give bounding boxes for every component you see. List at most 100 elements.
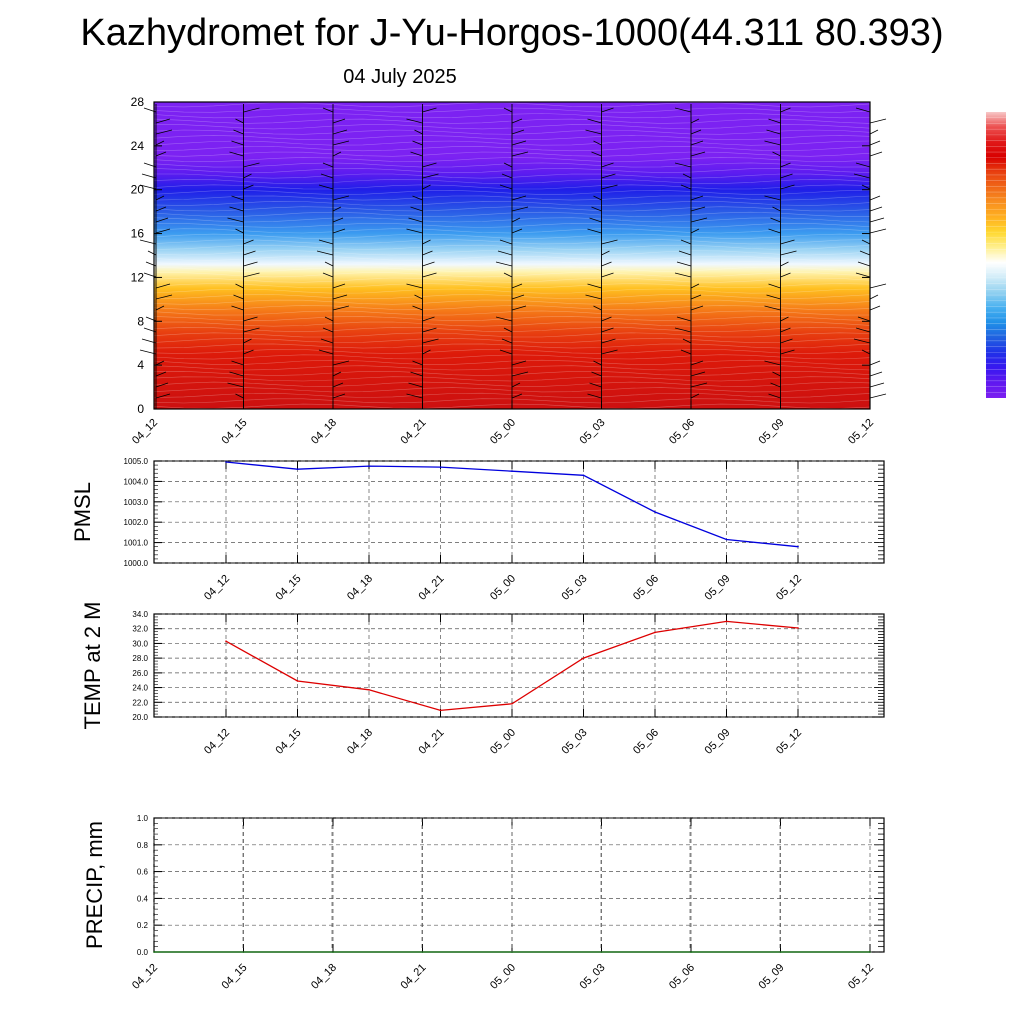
- barb-flag: [511, 151, 529, 157]
- pmsl-panel: 1000.0 1001.0 1002.0 1003.0 1004.0 1005.0 04_1…: [70, 457, 885, 603]
- barb-flag: [322, 162, 334, 168]
- y-tick-label: 0.6: [137, 868, 149, 877]
- barb-flag: [231, 195, 244, 201]
- barb-flag: [511, 393, 523, 399]
- barb-flag: [764, 140, 781, 146]
- series-point: [725, 538, 728, 541]
- heatmap-x-tick-label: 05_09: [757, 417, 787, 447]
- barb-flag: [676, 261, 692, 267]
- x-tick-label: 05_09: [703, 573, 733, 603]
- barb-flag: [147, 250, 157, 256]
- barb-flag: [495, 261, 513, 267]
- x-tick-label: 05_06: [631, 727, 661, 757]
- barb-flag: [674, 327, 692, 333]
- heatmap-x-tick-label: 04_12: [130, 417, 160, 447]
- barb-flag: [243, 250, 256, 256]
- barb-flag: [601, 173, 616, 179]
- barb-flag: [408, 382, 423, 388]
- x-tick-label: 04_15: [274, 727, 304, 757]
- barb-flag: [243, 327, 260, 333]
- barb-flag: [869, 371, 883, 377]
- y-tick-label: 1.0: [137, 814, 149, 823]
- barb-flag: [155, 360, 165, 366]
- barb-flag: [332, 360, 350, 366]
- barb-flag: [422, 261, 435, 267]
- barb-flag: [235, 118, 244, 124]
- barb-flag: [690, 228, 700, 234]
- heatmap-x-tick-label: 05_06: [667, 417, 697, 447]
- x-tick-label: 04_18: [345, 727, 375, 757]
- barb-flag: [231, 305, 244, 311]
- y-axis-label: PRECIP, mm: [82, 821, 107, 949]
- panel-frame: [153, 613, 885, 718]
- barb-flag: [231, 140, 244, 146]
- barb-flag: [318, 184, 334, 190]
- barb-flag: [591, 151, 602, 157]
- heatmap-y-tick-label: 24: [131, 139, 145, 153]
- x-tick-label: 04_12: [130, 962, 160, 992]
- barb-flag: [676, 316, 692, 322]
- barb-flag: [332, 206, 342, 212]
- series-point: [582, 474, 585, 477]
- barb-flag: [780, 349, 795, 355]
- barb-flag: [772, 151, 781, 157]
- barb-flag: [855, 327, 871, 333]
- barb-flag: [499, 349, 513, 355]
- barb-flag: [155, 294, 173, 300]
- barb-flag: [322, 107, 334, 113]
- x-tick-label: 05_09: [757, 962, 787, 992]
- barb-flag: [511, 228, 523, 234]
- barb-flag: [780, 272, 791, 278]
- heatmap-y-tick-label: 28: [131, 95, 145, 109]
- barb-flag: [412, 305, 423, 311]
- series-point: [439, 466, 442, 468]
- barb-flag: [243, 107, 260, 113]
- barb-flag: [601, 327, 614, 333]
- barb-flag: [422, 272, 437, 278]
- series-point: [368, 465, 370, 467]
- barb-flag: [511, 140, 527, 146]
- y-tick-label: 1000.0: [124, 559, 149, 568]
- barb-flag: [503, 327, 513, 333]
- y-tick-label: 1005.0: [124, 457, 149, 466]
- barb-flag: [861, 239, 871, 245]
- barb-flag: [587, 393, 602, 399]
- barb-flag: [155, 151, 167, 157]
- barb-flag: [780, 316, 789, 322]
- barb-flag: [229, 206, 244, 212]
- barb-flag: [422, 173, 439, 179]
- heatmap-panel: 0 4 8 12 16 20 24 28 04_12 04_15 04_18 04_21 05_00 05…: [130, 95, 887, 447]
- barb-flag: [511, 360, 527, 366]
- barb-flag: [422, 250, 433, 256]
- barb-flag: [139, 349, 157, 355]
- barb-flag: [332, 118, 346, 124]
- y-tick-label: 32.0: [132, 625, 148, 634]
- barb-flag: [155, 371, 167, 377]
- barb-flag: [422, 184, 431, 190]
- barb-flag: [690, 360, 704, 366]
- barb-flag: [869, 393, 887, 399]
- heatmap-y-tick-label: 16: [131, 227, 145, 241]
- barb-flag: [768, 228, 781, 234]
- barb-flag: [680, 349, 692, 355]
- x-tick-label: 05_12: [774, 573, 804, 603]
- barb-flag: [155, 129, 173, 135]
- barb-flag: [332, 305, 350, 311]
- barb-flag: [869, 360, 881, 366]
- barb-flag: [587, 283, 602, 289]
- x-tick-label: 04_12: [202, 573, 232, 603]
- barb-flag: [155, 195, 165, 201]
- barb-flag: [780, 162, 791, 168]
- barb-flag: [243, 338, 252, 344]
- barb-flag: [322, 272, 334, 278]
- heatmap-x-tick-label: 04_15: [220, 417, 250, 447]
- barb-flag: [243, 316, 258, 322]
- colorbar: [986, 112, 1006, 398]
- barb-flag: [589, 382, 602, 388]
- barb-flag: [318, 239, 334, 245]
- barb-flag: [587, 228, 602, 234]
- barb-flag: [227, 382, 244, 388]
- barb-flag: [412, 140, 423, 146]
- series-point: [725, 620, 728, 623]
- barb-flag: [511, 294, 525, 300]
